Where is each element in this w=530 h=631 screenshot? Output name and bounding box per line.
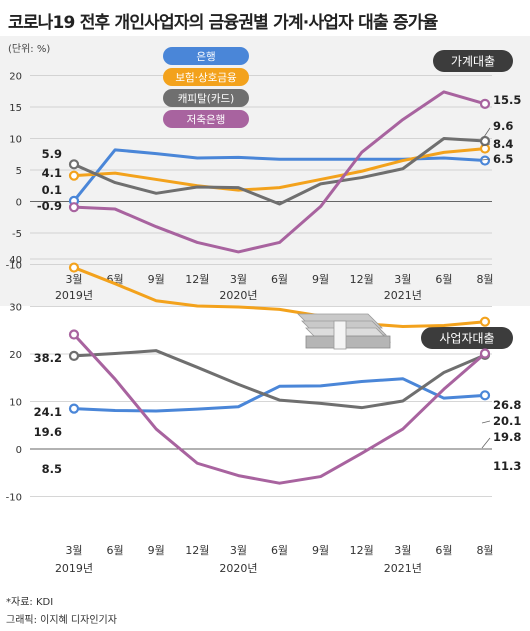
household-x-tick-label: 6월 [271,273,288,286]
household-point-bank [479,155,491,166]
money-bundle-side [305,335,391,349]
business-y-tick-label: -10 [6,493,22,504]
household-y-tick-label: -5 [12,229,22,240]
money-stack-icon [297,313,391,350]
household-year-label: 2019년 [55,289,93,302]
legend-label-capital: 캐피탈(카드) [178,92,235,105]
business-y-tick-label: 20 [9,350,22,361]
household-point-savings [479,98,491,109]
household-point-capital [68,159,80,170]
business-point-bank [68,403,80,414]
business-x-tick-label: 12월 [350,544,374,557]
household-x-tick-label: 3월 [394,273,411,286]
household-start-value-label: 0.1 [42,183,62,197]
business-start-value-label: 19.6 [34,425,62,439]
household-line-capital [72,137,487,206]
household-point-insurance [68,170,80,181]
household-label-leader [481,143,491,147]
household-x-tick-label: 3월 [65,273,82,286]
household-start-value-label: -0.9 [37,199,62,213]
business-x-tick-label: 6월 [107,544,124,557]
household-point-capital [479,135,491,147]
business-y-tick-label: 40 [9,255,22,266]
household-panel-title: 가계대출 [451,55,495,69]
business-start-value-label: 8.5 [42,462,62,476]
business-year-label: 2019년 [55,562,93,575]
legend-swatch-capital [163,89,249,107]
business-line-capital [72,349,487,410]
household-y-tick-label: -10 [6,261,22,272]
household-x-tick-label: 12월 [350,273,374,286]
business-y-tick-label: 30 [9,303,22,314]
business-panel-tag [421,327,513,349]
page-title: 코로나19 전후 개인사업자의 금융권별 가계·사업자 대출 증가율 [8,13,438,33]
legend-label-bank: 은행 [196,51,215,63]
business-point-capital [68,350,80,361]
business-x-tick-label: 6월 [435,544,452,557]
household-end-value-label: 15.5 [493,93,521,107]
legend-swatch-insurance [163,68,249,86]
business-year-label: 2021년 [384,562,422,575]
household-end-value-label: 8.4 [493,137,513,151]
source-note: *자료: KDI [6,597,54,608]
household-y-tick-label: 20 [9,72,22,83]
household-year-label: 2021년 [384,289,422,302]
business-point-savings [479,348,491,359]
business-end-value-label: 11.3 [493,459,521,473]
legend-swatch-savings [163,110,249,128]
business-x-tick-label: 6월 [271,544,288,557]
graphic-credit: 그래픽: 이지혜 디자인기자 [6,615,117,626]
business-x-tick-label: 3월 [65,544,82,557]
household-line-savings [72,90,487,254]
business-point-bank [479,390,491,401]
business-line-savings [72,333,487,485]
business-label-leader [481,437,491,449]
household-x-tick-label: 8월 [476,273,493,286]
household-start-value-label: 4.1 [42,166,62,180]
legend-label-insurance: 보험·상호금융 [175,72,237,84]
household-panel-tag [433,50,513,72]
household-x-tick-label: 9월 [148,273,165,286]
money-band [333,320,347,350]
household-year-label: 2020년 [219,289,257,302]
legend-label-savings: 저축은행 [187,114,226,126]
legend-swatch-bank [163,47,249,65]
household-start-value-label: 5.9 [42,147,62,161]
business-point-insurance [479,316,491,327]
business-x-tick-label: 12월 [185,544,209,557]
business-x-tick-label: 3월 [230,544,247,557]
business-panel-title: 사업자대출 [439,332,494,346]
business-point-insurance [68,262,80,273]
business-end-value-label: 20.1 [493,414,521,428]
household-y-tick-label: 15 [9,103,22,114]
business-y-tick-label: 0 [16,445,22,456]
business-point-savings [68,329,80,340]
household-x-tick-label: 9월 [312,273,329,286]
business-x-tick-label: 9월 [312,544,329,557]
business-label-leader [481,420,491,424]
business-line-insurance [72,266,487,328]
business-end-value-label: 19.8 [493,430,521,444]
household-end-value-label: 9.6 [493,119,513,133]
household-x-tick-label: 12월 [185,273,209,286]
business-start-value-label: 24.1 [34,405,62,419]
household-point-savings [68,202,80,213]
household-x-tick-label: 6월 [435,273,452,286]
business-year-label: 2020년 [219,562,257,575]
household-end-value-label: 6.5 [493,152,513,166]
business-end-value-label: 26.8 [493,398,521,412]
household-label-leader [481,127,491,141]
household-y-tick-label: 5 [16,166,22,177]
unit-label: (단위: %) [8,44,51,55]
business-x-tick-label: 8월 [476,544,493,557]
business-start-value-label: 38.2 [34,351,62,365]
household-y-tick-label: 10 [9,135,22,146]
business-y-tick-label: 10 [9,398,22,409]
household-label-leader [481,158,491,161]
business-x-tick-label: 3월 [394,544,411,557]
household-y-tick-label: 0 [16,198,22,209]
business-x-tick-label: 9월 [148,544,165,557]
household-x-tick-label: 3월 [230,273,247,286]
